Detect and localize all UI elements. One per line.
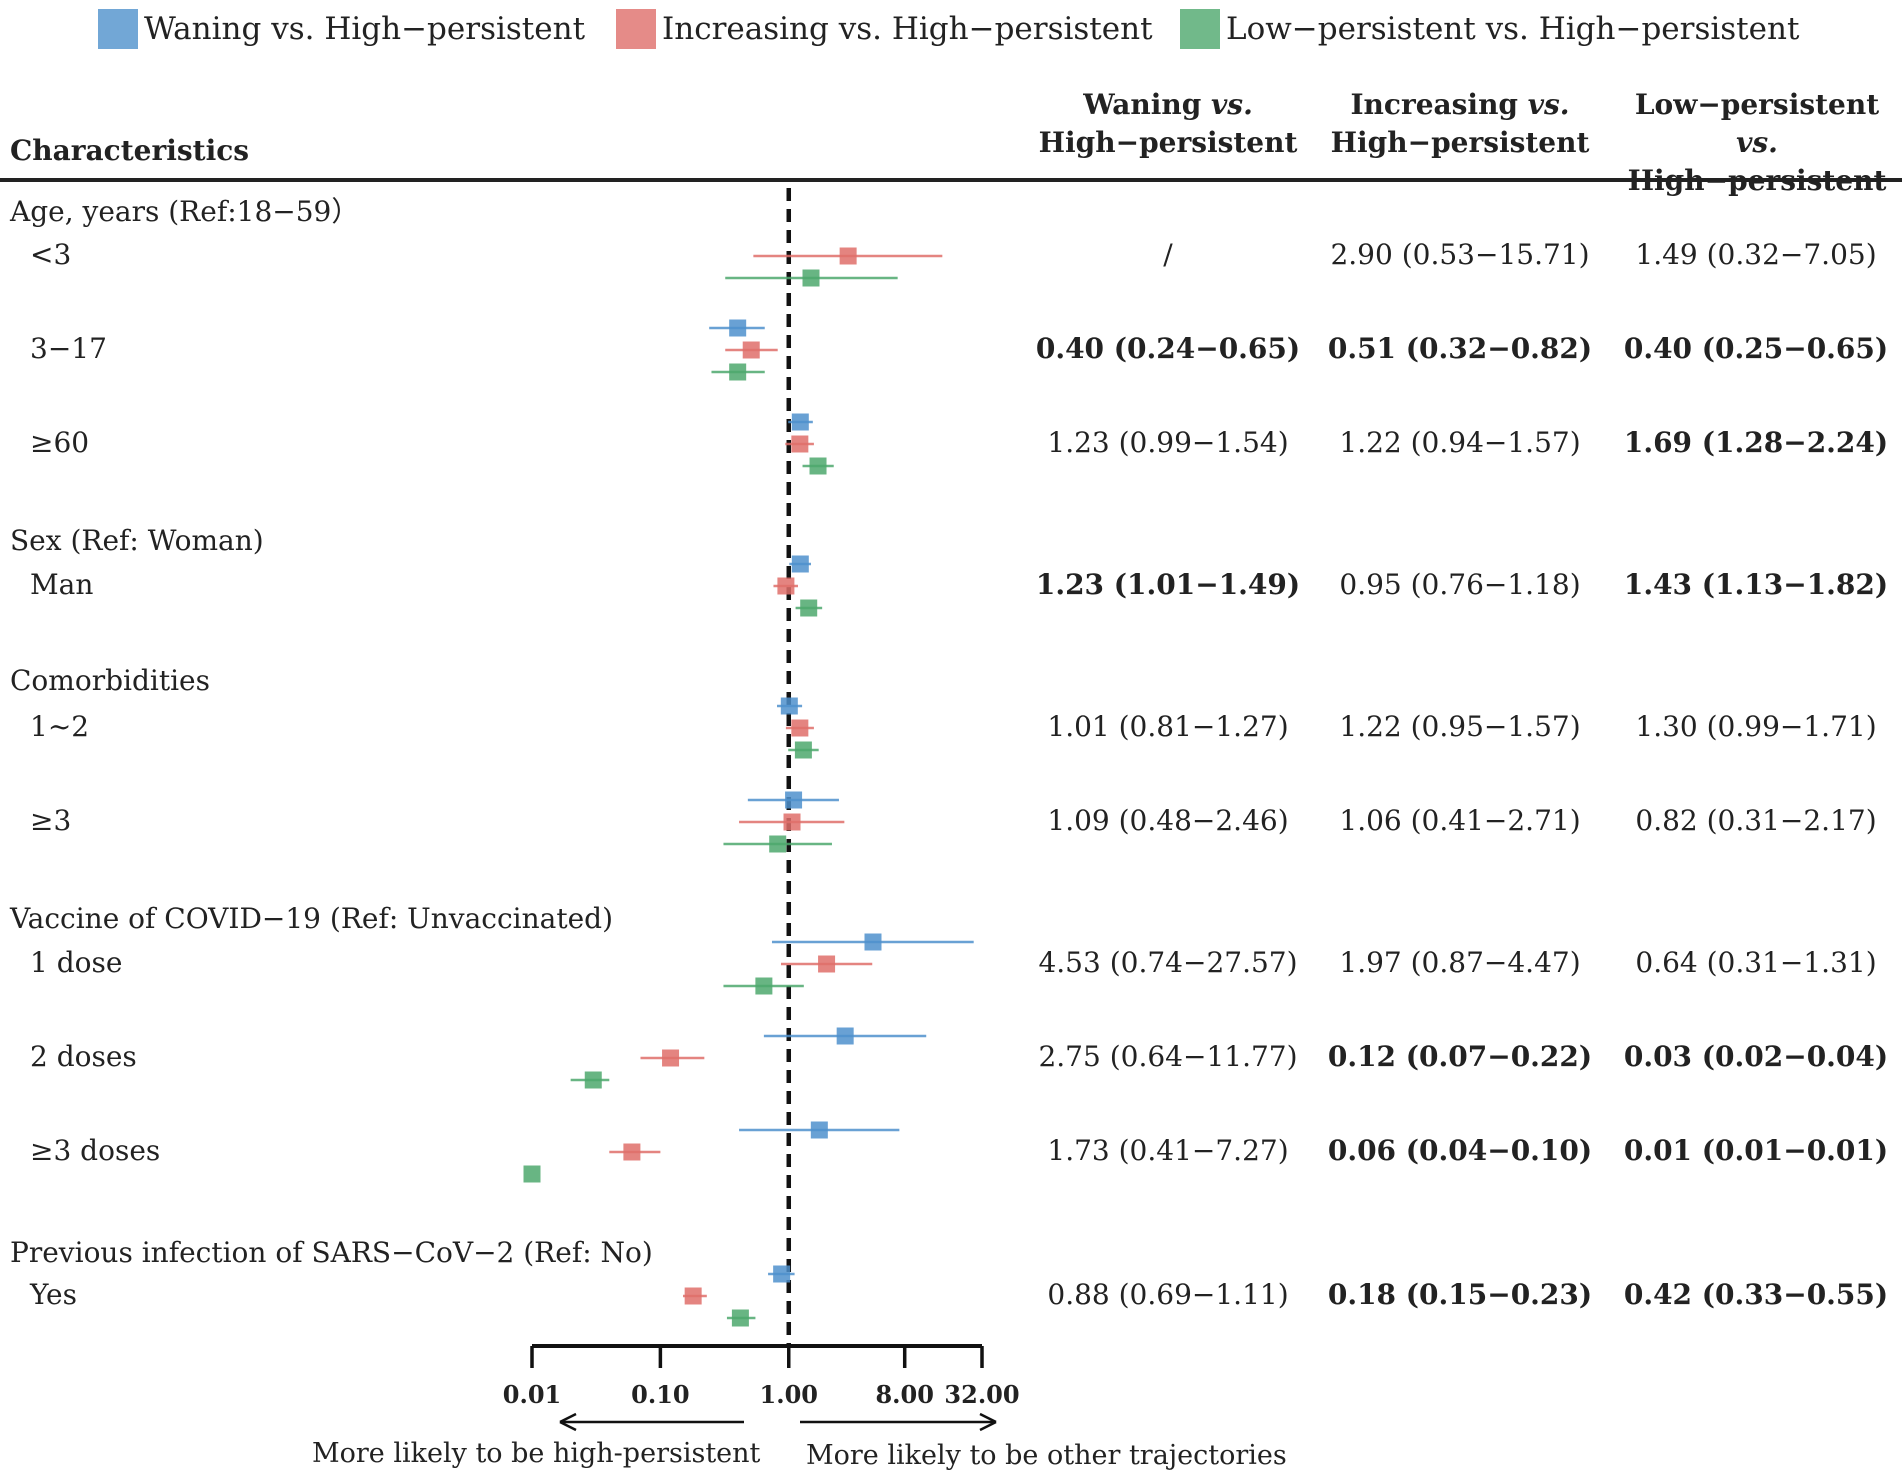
estimate-square xyxy=(773,1265,791,1283)
row-label: 1 dose xyxy=(30,946,123,979)
estimate-square xyxy=(794,741,812,759)
estimate-square xyxy=(836,1027,854,1045)
or-cell: 1.23 (1.01−1.49) xyxy=(1035,568,1301,601)
or-cell: 1.73 (0.41−7.27) xyxy=(1047,1134,1289,1167)
row-label: Man xyxy=(30,568,94,601)
estimate-square xyxy=(584,1071,602,1089)
legend-label: Waning vs. High−persistent xyxy=(144,11,586,47)
or-cell: 4.53 (0.74−27.57) xyxy=(1038,946,1298,979)
col-waning-header: Waning vs. High−persistent xyxy=(1038,88,1298,159)
estimate-square xyxy=(783,813,801,831)
legend-label: Increasing vs. High−persistent xyxy=(662,11,1153,47)
estimate-square xyxy=(662,1049,680,1067)
or-cell: 1.49 (0.32−7.05) xyxy=(1635,238,1877,271)
row-label: ≥3 xyxy=(30,804,72,837)
or-cell: 0.64 (0.31−1.31) xyxy=(1635,946,1877,979)
estimate-square xyxy=(623,1143,641,1161)
estimate-square xyxy=(780,697,798,715)
or-cell: 2.90 (0.53−15.71) xyxy=(1330,238,1590,271)
or-cell: 0.40 (0.25−0.65) xyxy=(1623,332,1889,365)
or-cell: 1.69 (1.28−2.24) xyxy=(1623,426,1889,459)
estimate-square xyxy=(791,555,809,573)
legend-swatch xyxy=(616,9,656,49)
right-direction-label: More likely to be other trajectories xyxy=(806,1440,1287,1471)
legend-label: Low−persistent vs. High−persistent xyxy=(1226,11,1800,47)
group-label: Age, years (Ref:18−59） xyxy=(10,195,360,228)
legend-swatch xyxy=(98,9,138,49)
left-arrow-head xyxy=(559,1412,577,1432)
or-cell: 0.06 (0.04−0.10) xyxy=(1327,1134,1593,1167)
x-tick-label: 32.00 xyxy=(944,1380,1020,1409)
col-increasing-header: Increasing vs. High−persistent xyxy=(1330,88,1590,159)
estimate-square xyxy=(809,457,827,475)
x-tick-label: 0.01 xyxy=(502,1380,562,1409)
legend-item: Increasing vs. High−persistent xyxy=(616,6,1153,52)
row-label: 2 doses xyxy=(30,1040,137,1073)
estimate-square xyxy=(839,247,857,265)
x-tick-label: 1.00 xyxy=(759,1380,818,1409)
or-cell: 1.23 (0.99−1.54) xyxy=(1047,426,1289,459)
row-label: Yes xyxy=(30,1278,77,1311)
estimate-square xyxy=(791,719,809,737)
or-cell: 0.01 (0.01−0.01) xyxy=(1623,1134,1889,1167)
estimate-square xyxy=(800,599,818,617)
group-label: Vaccine of COVID−19 (Ref: Unvaccinated) xyxy=(10,902,614,935)
legend-item: Low−persistent vs. High−persistent xyxy=(1180,6,1799,52)
row-label: 1~2 xyxy=(30,710,90,743)
or-cell: 1.30 (0.99−1.71) xyxy=(1635,710,1877,743)
or-cell: 1.97 (0.87−4.47) xyxy=(1339,946,1581,979)
estimate-square xyxy=(742,341,760,359)
estimate-square xyxy=(755,977,773,995)
x-tick-label: 0.10 xyxy=(631,1380,690,1409)
group-label: Sex (Ref: Woman) xyxy=(10,524,264,557)
estimate-square xyxy=(729,363,747,381)
x-tick-label: 8.00 xyxy=(875,1380,934,1409)
estimate-square xyxy=(864,933,882,951)
legend-item: Waning vs. High−persistent xyxy=(98,6,585,52)
or-cell: 0.18 (0.15−0.23) xyxy=(1327,1278,1593,1311)
row-label: <3 xyxy=(30,238,72,271)
group-label: Comorbidities xyxy=(10,664,210,697)
left-direction-label: More likely to be high-persistent xyxy=(312,1438,761,1469)
or-cell: 1.09 (0.48−2.46) xyxy=(1047,804,1289,837)
estimate-square xyxy=(791,435,809,453)
legend-swatch xyxy=(1180,9,1220,49)
or-cell: 1.22 (0.94−1.57) xyxy=(1339,426,1581,459)
or-cell: 0.42 (0.33−0.55) xyxy=(1623,1278,1889,1311)
estimate-square xyxy=(731,1309,749,1327)
or-cell: 0.03 (0.02−0.04) xyxy=(1623,1040,1889,1073)
or-cell: 1.43 (1.13−1.82) xyxy=(1623,568,1889,601)
legend: Waning vs. High−persistent Increasing vs.… xyxy=(0,4,1902,56)
or-cell: 1.06 (0.41−2.71) xyxy=(1339,804,1581,837)
or-cell: 0.40 (0.24−0.65) xyxy=(1035,332,1301,365)
row-label: ≥60 xyxy=(30,426,90,459)
row-label: ≥3 doses xyxy=(30,1134,161,1167)
or-cell: 1.22 (0.95−1.57) xyxy=(1339,710,1581,743)
estimate-square xyxy=(729,319,747,337)
or-cell: 1.01 (0.81−1.27) xyxy=(1047,710,1289,743)
characteristics-header: Characteristics xyxy=(10,134,250,167)
or-cell: 2.75 (0.64−11.77) xyxy=(1038,1040,1298,1073)
right-arrow-head xyxy=(979,1412,997,1432)
estimate-square xyxy=(818,955,836,973)
or-cell: 0.51 (0.32−0.82) xyxy=(1327,332,1593,365)
or-cell: 0.12 (0.07−0.22) xyxy=(1327,1040,1593,1073)
estimate-square xyxy=(802,269,820,287)
row-label: 3−17 xyxy=(30,332,107,365)
estimate-square xyxy=(777,577,795,595)
or-cell: 0.95 (0.76−1.18) xyxy=(1339,568,1581,601)
estimate-square xyxy=(785,791,803,809)
estimate-square xyxy=(791,413,809,431)
estimate-square xyxy=(810,1121,828,1139)
header-rule xyxy=(0,178,1902,182)
group-label: Previous infection of SARS−CoV−2 (Ref: N… xyxy=(10,1236,653,1269)
or-cell: 0.82 (0.31−2.17) xyxy=(1635,804,1877,837)
estimate-square xyxy=(769,835,787,853)
or-cell: / xyxy=(1163,238,1173,271)
estimate-square xyxy=(523,1165,541,1183)
estimate-square xyxy=(684,1287,702,1305)
or-cell: 0.88 (0.69−1.11) xyxy=(1047,1278,1289,1311)
